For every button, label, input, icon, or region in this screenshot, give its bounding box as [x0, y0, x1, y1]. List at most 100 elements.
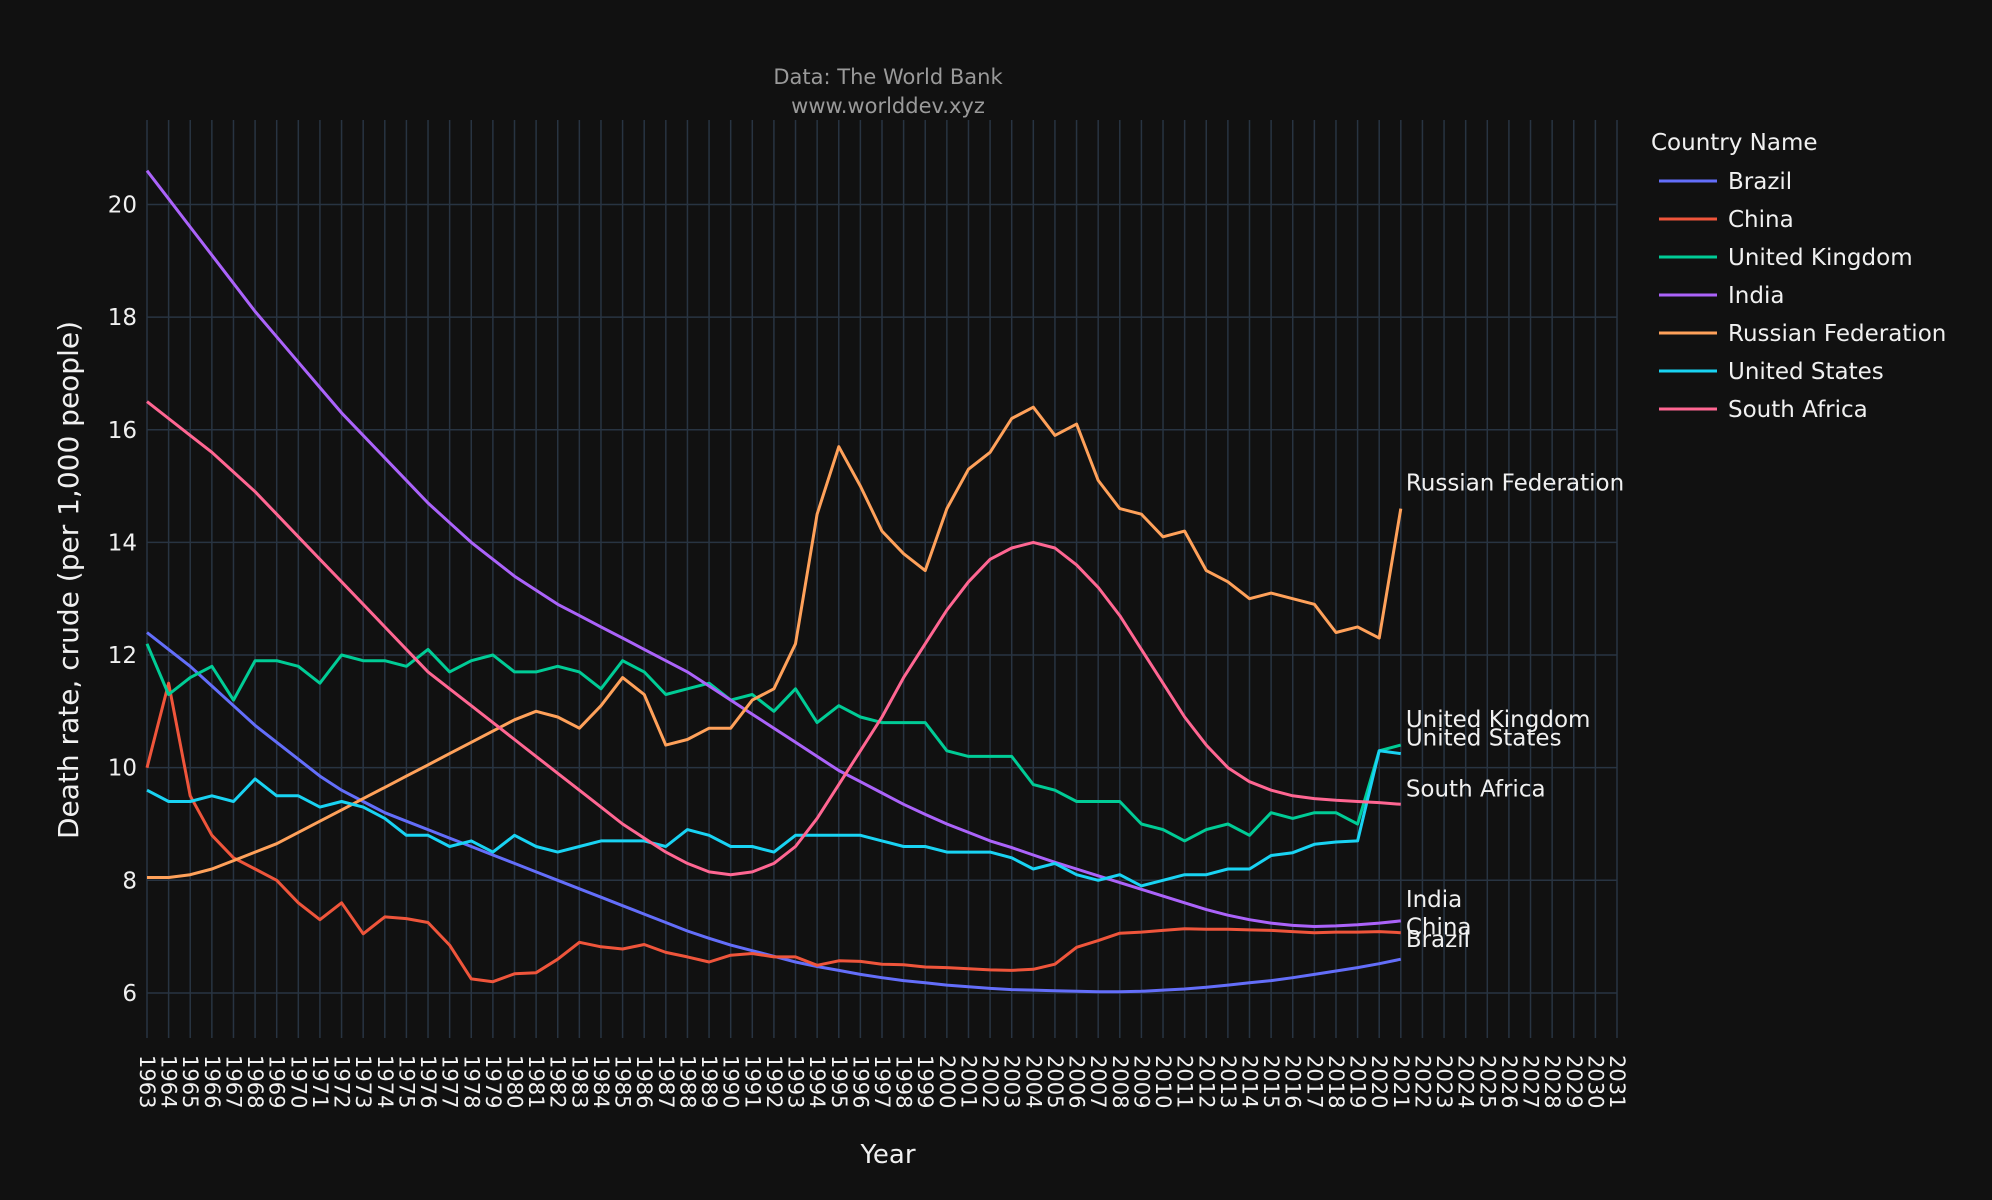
y-tick-label: 18 [108, 305, 137, 331]
legend-item-china[interactable]: China [1659, 207, 1794, 233]
end-label-china: China [1406, 915, 1472, 941]
legend-item-brazil[interactable]: Brazil [1659, 169, 1792, 195]
x-tick-label: 1993 [784, 1055, 808, 1108]
x-tick-label: 1997 [870, 1055, 894, 1108]
x-tick-label: 2013 [1216, 1055, 1240, 1108]
x-tick-label: 1971 [308, 1055, 332, 1108]
x-tick-label: 1977 [438, 1055, 462, 1108]
x-tick-label: 1973 [351, 1055, 375, 1108]
x-tick-label: 1999 [913, 1055, 937, 1108]
end-label-united-kingdom: United Kingdom [1406, 707, 1591, 733]
x-tick-label: 1975 [394, 1055, 418, 1108]
x-tick-label: 2004 [1021, 1055, 1045, 1108]
x-tick-label: 2012 [1194, 1055, 1218, 1108]
series-line-china [145, 681, 1401, 984]
x-tick-label: 2005 [1043, 1055, 1067, 1108]
x-tick-label: 2031 [1605, 1055, 1629, 1108]
x-tick-label: 1994 [805, 1055, 829, 1108]
x-tick-label: 2027 [1519, 1055, 1543, 1108]
x-tick-label: 1985 [611, 1055, 635, 1108]
x-tick-label: 2001 [956, 1055, 980, 1108]
x-tick-label: 1981 [524, 1055, 548, 1108]
x-tick-label: 1987 [654, 1055, 678, 1108]
legend-item-united-kingdom[interactable]: United Kingdom [1659, 245, 1913, 271]
x-tick-label: 2011 [1173, 1055, 1197, 1108]
x-tick-label: 2023 [1432, 1055, 1456, 1108]
x-tick-label: 1967 [221, 1055, 245, 1108]
end-label-brazil: Brazil [1406, 927, 1470, 953]
x-tick-label: 2018 [1324, 1055, 1348, 1108]
x-tick-label: 2010 [1151, 1055, 1175, 1108]
x-tick-label: 1965 [178, 1055, 202, 1108]
x-tick-label: 1964 [157, 1055, 181, 1108]
x-tick-label: 2026 [1497, 1055, 1521, 1108]
legend-label: India [1728, 283, 1784, 309]
x-tick-label: 2015 [1259, 1055, 1283, 1108]
y-tick-label: 20 [108, 192, 137, 218]
y-tick-label: 16 [108, 418, 137, 444]
x-tick-label: 1986 [632, 1055, 656, 1108]
y-tick-label: 6 [122, 981, 137, 1007]
x-tick-label: 2024 [1454, 1055, 1478, 1108]
x-tick-label: 2030 [1583, 1055, 1607, 1108]
x-tick-label: 1970 [286, 1055, 310, 1108]
x-axis-label: Year [859, 1140, 915, 1170]
legend-label: China [1728, 207, 1794, 233]
legend-title: Country Name [1651, 130, 1818, 156]
series-lines [145, 169, 1403, 994]
x-tick-label: 1976 [416, 1055, 440, 1108]
legend-item-russian-federation[interactable]: Russian Federation [1659, 321, 1946, 347]
x-tick-label: 1988 [675, 1055, 699, 1108]
x-tick-label: 1979 [481, 1055, 505, 1108]
x-tick-label: 2003 [1000, 1055, 1024, 1108]
end-label-south-africa: South Africa [1406, 776, 1546, 802]
x-tick-label: 2008 [1108, 1055, 1132, 1108]
y-tick-label: 12 [108, 643, 137, 669]
x-tick-label: 2025 [1475, 1055, 1499, 1108]
x-tick-label: 2022 [1410, 1055, 1434, 1108]
series-line-united-kingdom [145, 643, 1402, 843]
x-tick-label: 2021 [1389, 1055, 1413, 1108]
end-label-russian-federation: Russian Federation [1406, 471, 1624, 497]
series-line-united-states [146, 749, 1401, 888]
y-axis-label: Death rate, crude (per 1,000 people) [52, 321, 85, 839]
axes: 1963196419651966196719681969197019711972… [108, 192, 1629, 1108]
legend-item-south-africa[interactable]: South Africa [1659, 397, 1868, 423]
x-tick-label: 2007 [1086, 1055, 1110, 1108]
legend-item-india[interactable]: India [1659, 283, 1784, 309]
x-tick-label: 1980 [503, 1055, 527, 1108]
series-line-india [145, 169, 1401, 928]
y-tick-label: 14 [108, 530, 137, 556]
x-tick-label: 1984 [589, 1055, 613, 1108]
x-tick-label: 1990 [719, 1055, 743, 1108]
legend-label: Brazil [1728, 169, 1792, 195]
x-tick-label: 1963 [135, 1055, 159, 1108]
legend[interactable]: Country Name Brazil China United Kingdom In… [1651, 130, 1946, 423]
chart-subtitle: www.worlddev.xyz [791, 94, 985, 118]
x-tick-label: 2009 [1129, 1055, 1153, 1108]
x-tick-label: 1996 [848, 1055, 872, 1108]
x-tick-label: 1978 [459, 1055, 483, 1108]
legend-items[interactable]: Brazil China United Kingdom India Russian Fe… [1659, 169, 1946, 423]
x-tick-label: 1969 [265, 1055, 289, 1108]
x-tick-label: 1966 [200, 1055, 224, 1108]
x-tick-label: 2006 [1065, 1055, 1089, 1108]
x-tick-label: 1983 [567, 1055, 591, 1108]
legend-label: Russian Federation [1728, 321, 1946, 347]
x-tick-label: 2017 [1302, 1055, 1326, 1108]
end-label-india: India [1406, 887, 1462, 913]
x-tick-label: 2016 [1281, 1055, 1305, 1108]
x-tick-label: 1974 [373, 1055, 397, 1108]
legend-item-united-states[interactable]: United States [1659, 359, 1884, 385]
end-label-united-states: United States [1406, 726, 1562, 752]
x-tick-label: 1995 [827, 1055, 851, 1108]
x-tick-label: 2014 [1238, 1055, 1262, 1108]
x-tick-label: 1991 [740, 1055, 764, 1108]
legend-label: United Kingdom [1728, 245, 1913, 271]
x-tick-label: 1998 [892, 1055, 916, 1108]
x-tick-label: 2029 [1562, 1055, 1586, 1108]
x-tick-label: 1968 [243, 1055, 267, 1108]
